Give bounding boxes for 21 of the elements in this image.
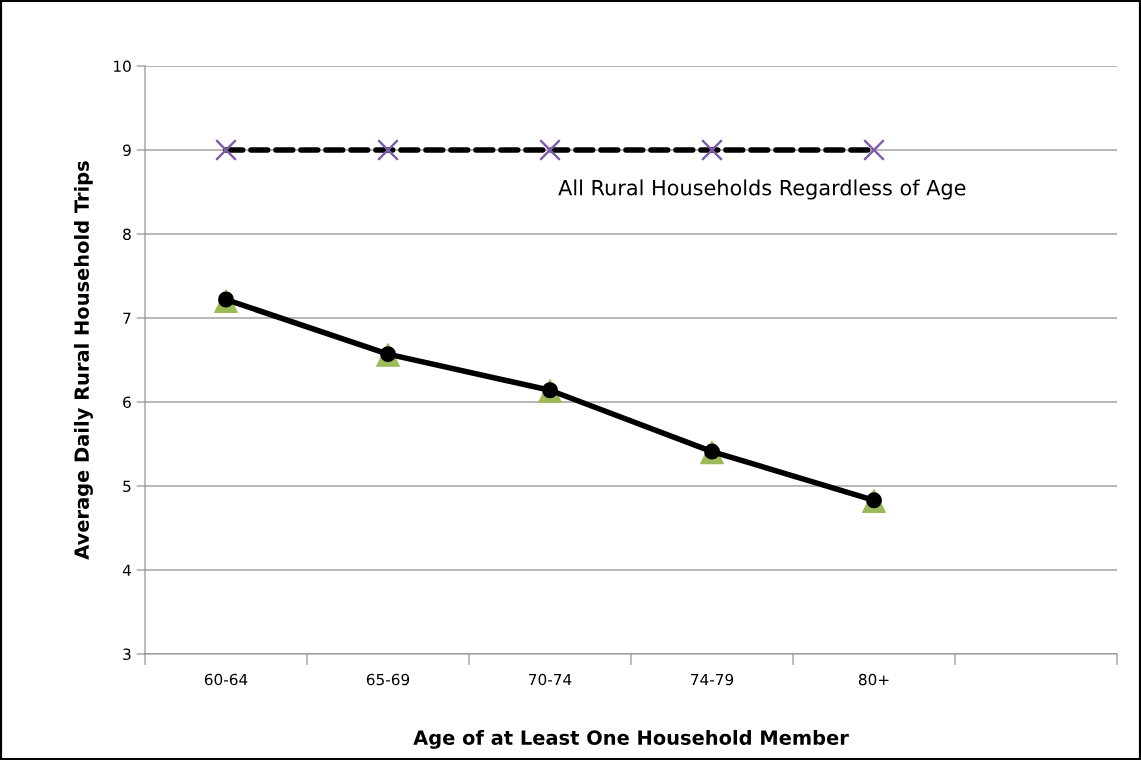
- y-tick-label: 8: [123, 228, 131, 241]
- point: [377, 139, 399, 161]
- point: [215, 139, 237, 161]
- x-tick-label: 70-74: [529, 673, 572, 686]
- y-tick-label: 6: [123, 396, 131, 409]
- y-tick-label: 5: [123, 480, 131, 493]
- y-tick-label: 3: [123, 648, 131, 661]
- y-tick-label: 4: [122, 564, 131, 576]
- y-axis-title: Average Daily Rural Household Trips: [73, 161, 93, 560]
- point: [863, 139, 885, 161]
- y-tick-label: 7: [123, 312, 131, 324]
- point: [539, 139, 561, 161]
- x-tick-label: 74-79: [691, 673, 734, 686]
- point: [701, 139, 723, 161]
- x-tick-label: 60-64: [204, 673, 248, 686]
- x-tick-label: 65-69: [366, 673, 410, 686]
- annotation: All Rural Households Regardless of Age: [558, 179, 966, 200]
- y-tick-label: 9: [123, 144, 131, 157]
- x-axis-title: Age of at Least One Household Member: [413, 729, 849, 749]
- x-tick-label: 80+: [858, 673, 889, 686]
- y-tick-label: 10: [114, 60, 131, 73]
